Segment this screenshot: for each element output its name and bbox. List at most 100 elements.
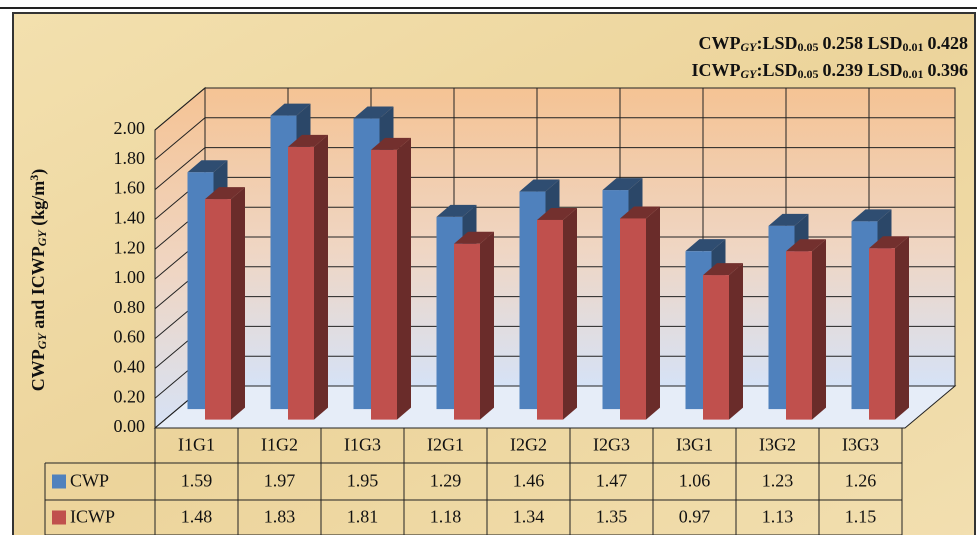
table-value: 1.29 [430, 471, 462, 491]
table-value: 1.48 [181, 507, 213, 527]
table-value: 1.35 [596, 507, 628, 527]
y-tick-label: 2.00 [114, 118, 146, 138]
text-part: (kg/m [28, 181, 49, 231]
table-value: 1.13 [762, 507, 794, 527]
text-part: GY [35, 332, 49, 350]
legend-swatch [52, 510, 66, 525]
bar-side [314, 134, 328, 420]
bar [703, 275, 729, 420]
text-part: 0.239 [822, 60, 863, 80]
bar-top [703, 263, 743, 276]
bar-top [620, 206, 660, 219]
grid-line [154, 117, 206, 161]
y-tick-label: 0.20 [114, 386, 146, 406]
x-tick-label: I1G3 [344, 435, 381, 455]
bar-top [454, 231, 494, 244]
bar-side [480, 231, 494, 420]
table-value: 1.81 [347, 507, 379, 527]
text-part: GY [740, 40, 758, 54]
x-tick-label: I2G1 [427, 435, 464, 455]
text-part: ) [28, 169, 49, 175]
bar-top [537, 207, 577, 220]
y-tick-label: 1.20 [114, 237, 146, 257]
bar-side [729, 263, 743, 420]
text-part: :LSD [756, 33, 797, 53]
bar-top [371, 137, 411, 150]
table-value: 1.47 [596, 471, 628, 491]
bar-top [353, 106, 394, 119]
bar-top [187, 160, 228, 173]
x-tick-label: I3G1 [676, 435, 713, 455]
bar-top [768, 213, 809, 226]
x-tick-label: I3G2 [759, 435, 796, 455]
table-value: 1.59 [181, 471, 213, 491]
text-part: 0.258 [822, 33, 863, 53]
y-tick-label: 0.60 [114, 327, 146, 347]
bar [537, 219, 563, 420]
legend-swatch [52, 474, 66, 489]
text-part: and ICWP [28, 246, 48, 333]
bar [620, 218, 646, 420]
text-part: 0.428 [928, 33, 969, 53]
text-part: 0.05 [797, 67, 818, 81]
table-value: 1.15 [845, 507, 877, 527]
text-part: 0.01 [903, 40, 924, 54]
y-tick-label: 0.80 [114, 297, 146, 317]
table-value: 1.95 [347, 471, 379, 491]
bar-top [270, 103, 311, 116]
table-value: 1.26 [845, 471, 877, 491]
bar [869, 248, 895, 420]
text-part: 0.01 [903, 67, 924, 81]
bar-side [563, 207, 577, 420]
y-tick-label: 1.40 [114, 208, 146, 228]
table-value: 1.46 [513, 471, 545, 491]
text-part: CWP [698, 33, 740, 53]
text-part: 0.396 [928, 60, 969, 80]
bar-top [602, 178, 643, 191]
table-value: 1.06 [679, 471, 711, 491]
bar [205, 199, 231, 420]
x-tick-label: I3G3 [842, 435, 879, 455]
table-value: 1.83 [264, 507, 296, 527]
x-tick-label: I2G3 [593, 435, 630, 455]
bar-side [895, 236, 909, 420]
text-part: CWP [28, 349, 48, 391]
bar-top [436, 204, 477, 217]
x-tick-label: I2G2 [510, 435, 547, 455]
text-part: ICWP [691, 60, 740, 80]
y-tick-label: 1.80 [114, 148, 146, 168]
text-part: 3 [27, 175, 41, 181]
table-value: 1.97 [264, 471, 296, 491]
text-part: LSD [863, 33, 903, 53]
text-part: :LSD [756, 60, 797, 80]
annotation: ICWPGY:LSD0.05 0.239 LSD0.01 0.396 [691, 60, 968, 81]
bar-top [869, 236, 909, 249]
bar-side [397, 137, 411, 420]
legend-label: ICWP [70, 507, 115, 527]
bar-side [231, 187, 245, 420]
text-part: GY [35, 229, 49, 247]
bar-top [685, 239, 726, 252]
table-value: 0.97 [679, 507, 711, 527]
bar [371, 149, 397, 420]
table-value: 1.23 [762, 471, 794, 491]
bar [786, 251, 812, 420]
y-tick-label: 0.00 [114, 416, 146, 436]
bar [454, 243, 480, 420]
table-value: 1.18 [430, 507, 462, 527]
y-axis-label: CWPGY and ICWPGY (kg/m3) [27, 169, 49, 392]
y-tick-label: 0.40 [114, 357, 146, 377]
text-part: GY [740, 67, 758, 81]
bar-top [205, 187, 245, 200]
bar-side [646, 206, 660, 420]
bar-top [786, 239, 826, 252]
bar-top [288, 134, 328, 147]
table-value: 1.34 [513, 507, 545, 527]
bar-top [851, 209, 892, 222]
bar-side [812, 239, 826, 420]
x-tick-label: I1G1 [178, 435, 215, 455]
y-tick-label: 1.60 [114, 178, 146, 198]
annotation: CWPGY:LSD0.05 0.258 LSD0.01 0.428 [698, 33, 968, 54]
text-part: 0.05 [797, 40, 818, 54]
